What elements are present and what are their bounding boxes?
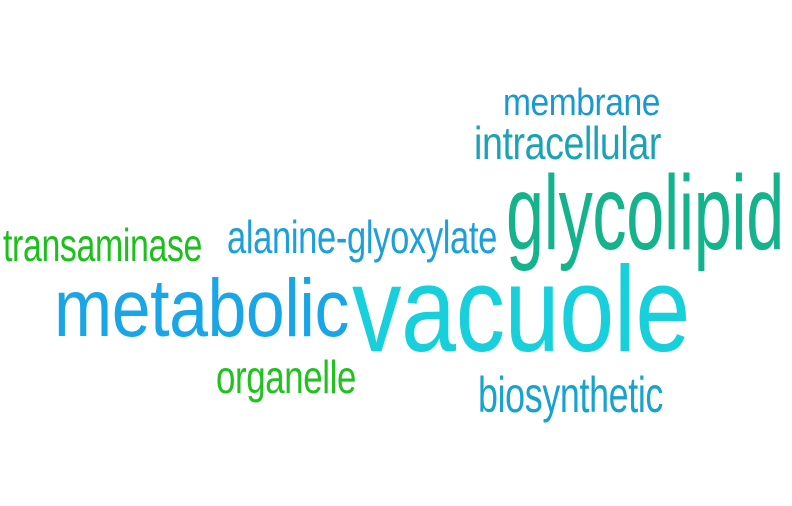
- word-organelle: organelle: [216, 351, 356, 403]
- word-transaminase: transaminase: [3, 219, 202, 271]
- word-intracellular: intracellular: [474, 117, 661, 169]
- word-glycolipid: glycolipid: [506, 154, 784, 272]
- word-biosynthetic: biosynthetic: [478, 367, 663, 423]
- word-metabolic: metabolic: [54, 263, 349, 354]
- word-membrane: membrane: [503, 82, 660, 124]
- word-vacuole: vacuole: [352, 241, 690, 377]
- word-alanine-glyoxylate: alanine-glyoxylate: [227, 211, 497, 263]
